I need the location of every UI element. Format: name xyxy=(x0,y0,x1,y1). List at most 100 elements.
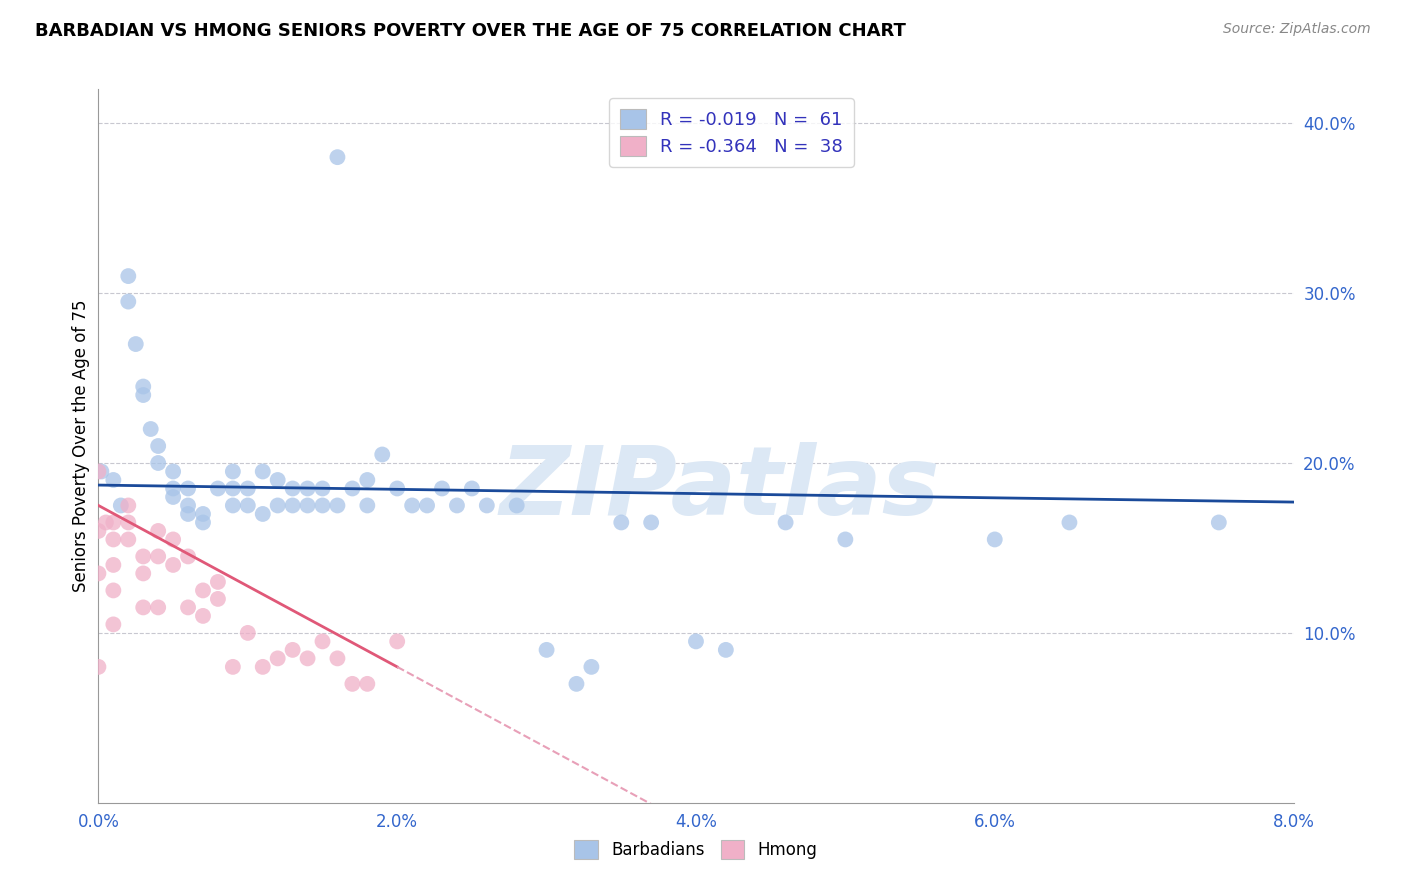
Point xyxy=(207,574,229,589)
Point xyxy=(685,634,707,648)
Point xyxy=(356,473,378,487)
Point xyxy=(90,465,112,479)
Point xyxy=(430,482,453,496)
Text: BARBADIAN VS HMONG SENIORS POVERTY OVER THE AGE OF 75 CORRELATION CHART: BARBADIAN VS HMONG SENIORS POVERTY OVER … xyxy=(35,22,905,40)
Point xyxy=(222,465,245,479)
Point xyxy=(87,660,110,674)
Point xyxy=(252,660,274,674)
Point xyxy=(139,422,162,436)
Point xyxy=(326,651,349,665)
Point xyxy=(267,651,290,665)
Point xyxy=(177,507,200,521)
Point xyxy=(87,465,110,479)
Point xyxy=(1059,516,1081,530)
Point xyxy=(177,482,200,496)
Point xyxy=(191,507,214,521)
Point xyxy=(132,549,155,564)
Point xyxy=(162,465,184,479)
Point xyxy=(132,388,155,402)
Point xyxy=(222,482,245,496)
Point xyxy=(148,549,170,564)
Point xyxy=(162,482,184,496)
Point xyxy=(446,499,468,513)
Point xyxy=(565,677,588,691)
Point xyxy=(536,643,558,657)
Legend: Barbadians, Hmong: Barbadians, Hmong xyxy=(568,834,824,866)
Point xyxy=(103,533,125,547)
Point xyxy=(103,617,125,632)
Point xyxy=(297,482,319,496)
Point xyxy=(983,533,1005,547)
Point xyxy=(87,524,110,538)
Point xyxy=(94,516,117,530)
Point xyxy=(297,499,319,513)
Point xyxy=(461,482,484,496)
Point xyxy=(117,533,139,547)
Point xyxy=(132,379,155,393)
Point xyxy=(356,677,378,691)
Point xyxy=(222,660,245,674)
Point xyxy=(506,499,529,513)
Point xyxy=(714,643,737,657)
Point xyxy=(281,643,304,657)
Point xyxy=(132,600,155,615)
Point xyxy=(148,600,170,615)
Point xyxy=(177,600,200,615)
Point xyxy=(110,499,132,513)
Point xyxy=(222,499,245,513)
Point xyxy=(342,677,364,691)
Point xyxy=(252,507,274,521)
Point xyxy=(162,533,184,547)
Point xyxy=(401,499,423,513)
Point xyxy=(610,516,633,530)
Point xyxy=(236,482,259,496)
Point xyxy=(162,558,184,572)
Text: Source: ZipAtlas.com: Source: ZipAtlas.com xyxy=(1223,22,1371,37)
Point xyxy=(311,499,333,513)
Point xyxy=(311,482,333,496)
Text: ZIPatlas: ZIPatlas xyxy=(499,442,941,535)
Point xyxy=(103,558,125,572)
Point xyxy=(162,490,184,504)
Point xyxy=(1208,516,1230,530)
Point xyxy=(326,499,349,513)
Point xyxy=(87,566,110,581)
Point xyxy=(775,516,797,530)
Point xyxy=(117,516,139,530)
Point xyxy=(326,150,349,164)
Point xyxy=(267,499,290,513)
Point xyxy=(177,549,200,564)
Point xyxy=(207,591,229,606)
Point xyxy=(416,499,439,513)
Point xyxy=(311,634,333,648)
Point xyxy=(297,651,319,665)
Point xyxy=(132,566,155,581)
Point xyxy=(385,482,409,496)
Point xyxy=(371,448,394,462)
Point xyxy=(342,482,364,496)
Point xyxy=(103,473,125,487)
Point xyxy=(385,634,409,648)
Point xyxy=(103,583,125,598)
Point xyxy=(834,533,856,547)
Point xyxy=(207,482,229,496)
Point xyxy=(103,516,125,530)
Point xyxy=(148,456,170,470)
Point xyxy=(148,439,170,453)
Point xyxy=(281,499,304,513)
Point xyxy=(236,626,259,640)
Point xyxy=(581,660,603,674)
Point xyxy=(177,499,200,513)
Point xyxy=(475,499,498,513)
Point xyxy=(267,473,290,487)
Point xyxy=(125,337,148,351)
Point xyxy=(281,482,304,496)
Point xyxy=(148,524,170,538)
Point xyxy=(252,465,274,479)
Point xyxy=(191,608,214,623)
Point xyxy=(356,499,378,513)
Point xyxy=(640,516,662,530)
Point xyxy=(117,269,139,284)
Point xyxy=(191,583,214,598)
Y-axis label: Seniors Poverty Over the Age of 75: Seniors Poverty Over the Age of 75 xyxy=(72,300,90,592)
